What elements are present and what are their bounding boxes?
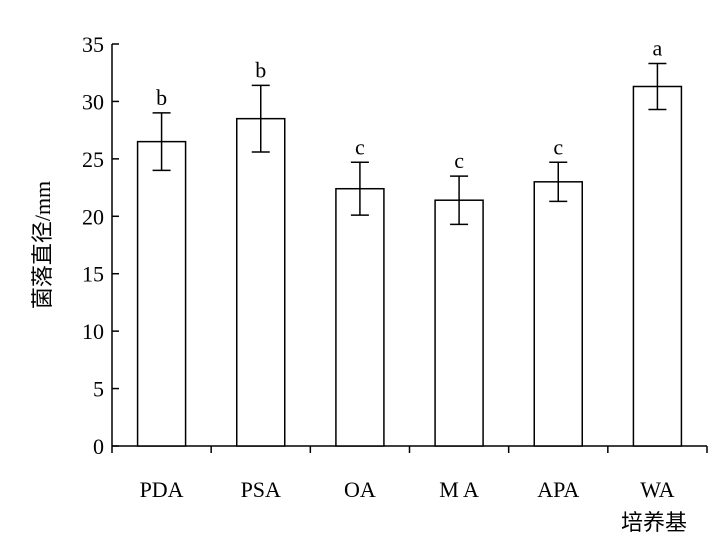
y-axis-title: 菌落直径/mm — [30, 181, 55, 309]
category-label: OA — [344, 477, 376, 502]
y-tick-label: 5 — [93, 377, 104, 402]
significance-label: c — [454, 148, 464, 173]
x-axis — [111, 445, 708, 453]
y-tick-label: 35 — [82, 32, 104, 57]
category-label: M A — [439, 477, 479, 502]
labels: b PDA b PSA c OA c M A c APA a WA — [140, 36, 675, 502]
significance-label: b — [156, 85, 167, 110]
y-tick-label: 20 — [82, 204, 104, 229]
bar — [632, 85, 683, 447]
bars — [136, 62, 683, 447]
bar — [136, 140, 187, 447]
category-label: WA — [640, 477, 674, 502]
y-tick-label: 30 — [82, 89, 104, 114]
category-label: APA — [537, 477, 579, 502]
bar — [335, 187, 385, 447]
y-tick-label: 10 — [82, 319, 104, 344]
category-label: PSA — [241, 477, 281, 502]
y-axis: 0 5 10 15 20 25 30 35 — [82, 32, 119, 459]
bar — [434, 199, 484, 447]
y-tick-label: 15 — [82, 262, 104, 287]
significance-label: c — [355, 134, 365, 159]
bar — [236, 117, 286, 447]
x-axis-title: 培养基 — [621, 510, 687, 535]
y-tick-label: 25 — [82, 147, 104, 172]
category-label: PDA — [140, 477, 184, 502]
significance-label: b — [255, 57, 266, 82]
significance-label: a — [653, 36, 663, 61]
bar — [533, 181, 583, 447]
significance-label: c — [553, 134, 563, 159]
y-tick-label: 0 — [93, 434, 104, 459]
